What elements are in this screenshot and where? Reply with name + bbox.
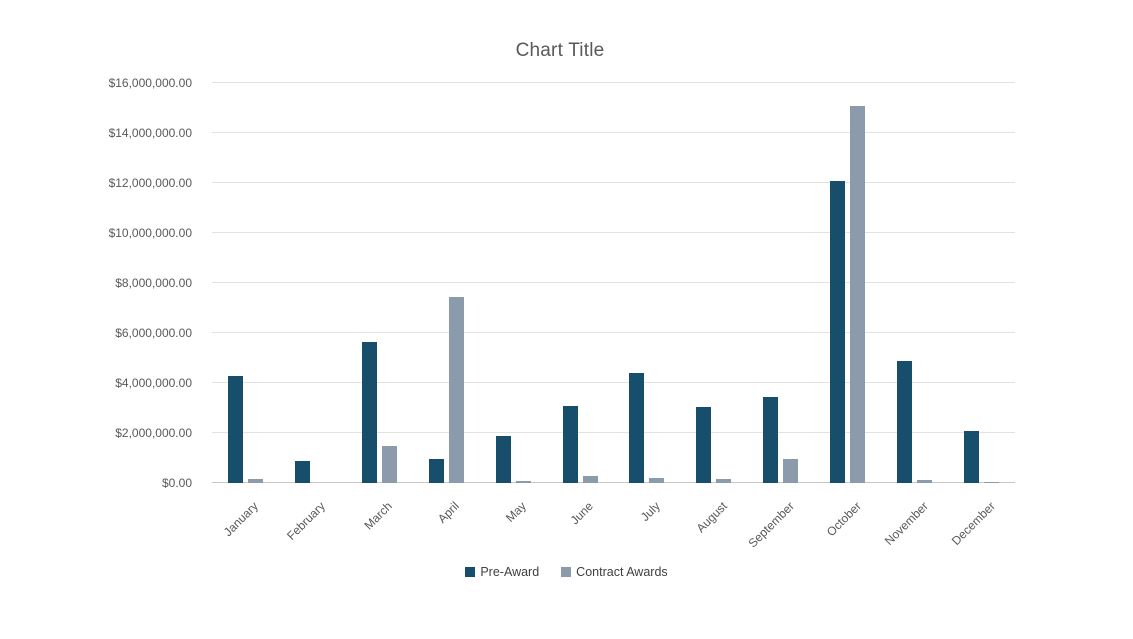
y-axis-label: $8,000,000.00 — [115, 276, 192, 290]
bar-pre-award — [629, 373, 645, 483]
bar-pre-award — [361, 341, 377, 483]
y-axis-label: $0.00 — [161, 476, 192, 490]
bar-contract-awards — [984, 481, 1000, 483]
x-axis-label: June — [567, 499, 596, 528]
bar-group-february — [294, 460, 330, 483]
chart-title: Chart Title — [515, 40, 605, 61]
bar-contract-awards — [716, 479, 732, 483]
bar-group-september — [763, 396, 799, 483]
bar-group-october — [830, 105, 866, 483]
bar-contract-awards — [381, 445, 397, 483]
bar-pre-award — [294, 460, 310, 483]
plot-area — [212, 82, 1015, 483]
bar-group-june — [562, 405, 598, 483]
bar-pre-award — [696, 406, 712, 483]
axis-baseline — [212, 482, 1015, 483]
bar-pre-award — [964, 430, 980, 483]
x-axis-label: May — [503, 499, 530, 525]
bar-contract-awards — [649, 477, 665, 483]
bar-contract-awards — [850, 105, 866, 483]
bar-pre-award — [763, 396, 779, 483]
bar-contract-awards — [917, 480, 933, 483]
legend-label: Pre-Award — [480, 565, 540, 579]
legend-label: Contract Awards — [576, 565, 668, 579]
bar-group-december — [964, 430, 1000, 483]
x-axis-label: November — [881, 499, 931, 549]
bar-group-march — [361, 341, 397, 483]
bar-group-august — [696, 406, 732, 483]
gridline — [212, 132, 1015, 133]
x-axis-label: October — [823, 499, 864, 540]
y-axis-label: $4,000,000.00 — [115, 376, 192, 390]
y-axis-label: $2,000,000.00 — [115, 426, 192, 440]
bar-pre-award — [495, 435, 511, 483]
gridline — [212, 382, 1015, 383]
bar-contract-awards — [783, 459, 799, 483]
bar-contract-awards — [515, 481, 531, 483]
bar-group-july — [629, 373, 665, 483]
x-axis-label: July — [637, 499, 663, 524]
legend: Pre-Award Contract Awards — [0, 565, 1133, 579]
y-axis-label: $6,000,000.00 — [115, 326, 192, 340]
bar-pre-award — [830, 180, 846, 483]
bar-pre-award — [897, 360, 913, 483]
legend-swatch-icon — [465, 567, 476, 577]
x-axis-label: December — [948, 499, 998, 549]
x-axis-label: August — [693, 499, 730, 536]
bar-group-november — [897, 360, 933, 483]
x-axis-label: February — [284, 499, 329, 543]
bar-contract-awards — [247, 479, 263, 483]
x-axis-label: March — [361, 499, 396, 533]
y-axis-label: $12,000,000.00 — [108, 176, 192, 190]
y-axis-label: $16,000,000.00 — [108, 76, 192, 90]
gridline — [212, 432, 1015, 433]
y-axis-label: $10,000,000.00 — [108, 226, 192, 240]
gridline — [212, 332, 1015, 333]
y-axis: $0.00 $2,000,000.00 $4,000,000.00 $6,000,00… — [0, 76, 202, 490]
bar-pre-award — [562, 405, 578, 483]
gridline — [212, 232, 1015, 233]
legend-swatch-icon — [561, 567, 572, 577]
x-axis-label: January — [221, 499, 262, 540]
y-axis-label: $14,000,000.00 — [108, 126, 192, 140]
x-axis: January February March April May June July Augu… — [212, 495, 1015, 565]
x-axis-label: April — [435, 499, 463, 526]
gridline — [212, 182, 1015, 183]
gridline — [212, 282, 1015, 283]
bar-contract-awards — [448, 296, 464, 483]
x-axis-label: September — [745, 499, 797, 551]
bar-pre-award — [227, 375, 243, 483]
bar-group-may — [495, 435, 531, 483]
legend-item-contract-awards: Contract Awards — [561, 565, 668, 579]
bar-group-january — [227, 375, 263, 483]
gridline — [212, 82, 1015, 83]
bar-group-april — [428, 296, 464, 483]
bar-contract-awards — [582, 475, 598, 483]
bar-pre-award — [428, 459, 444, 483]
legend-item-pre-award: Pre-Award — [465, 565, 539, 579]
